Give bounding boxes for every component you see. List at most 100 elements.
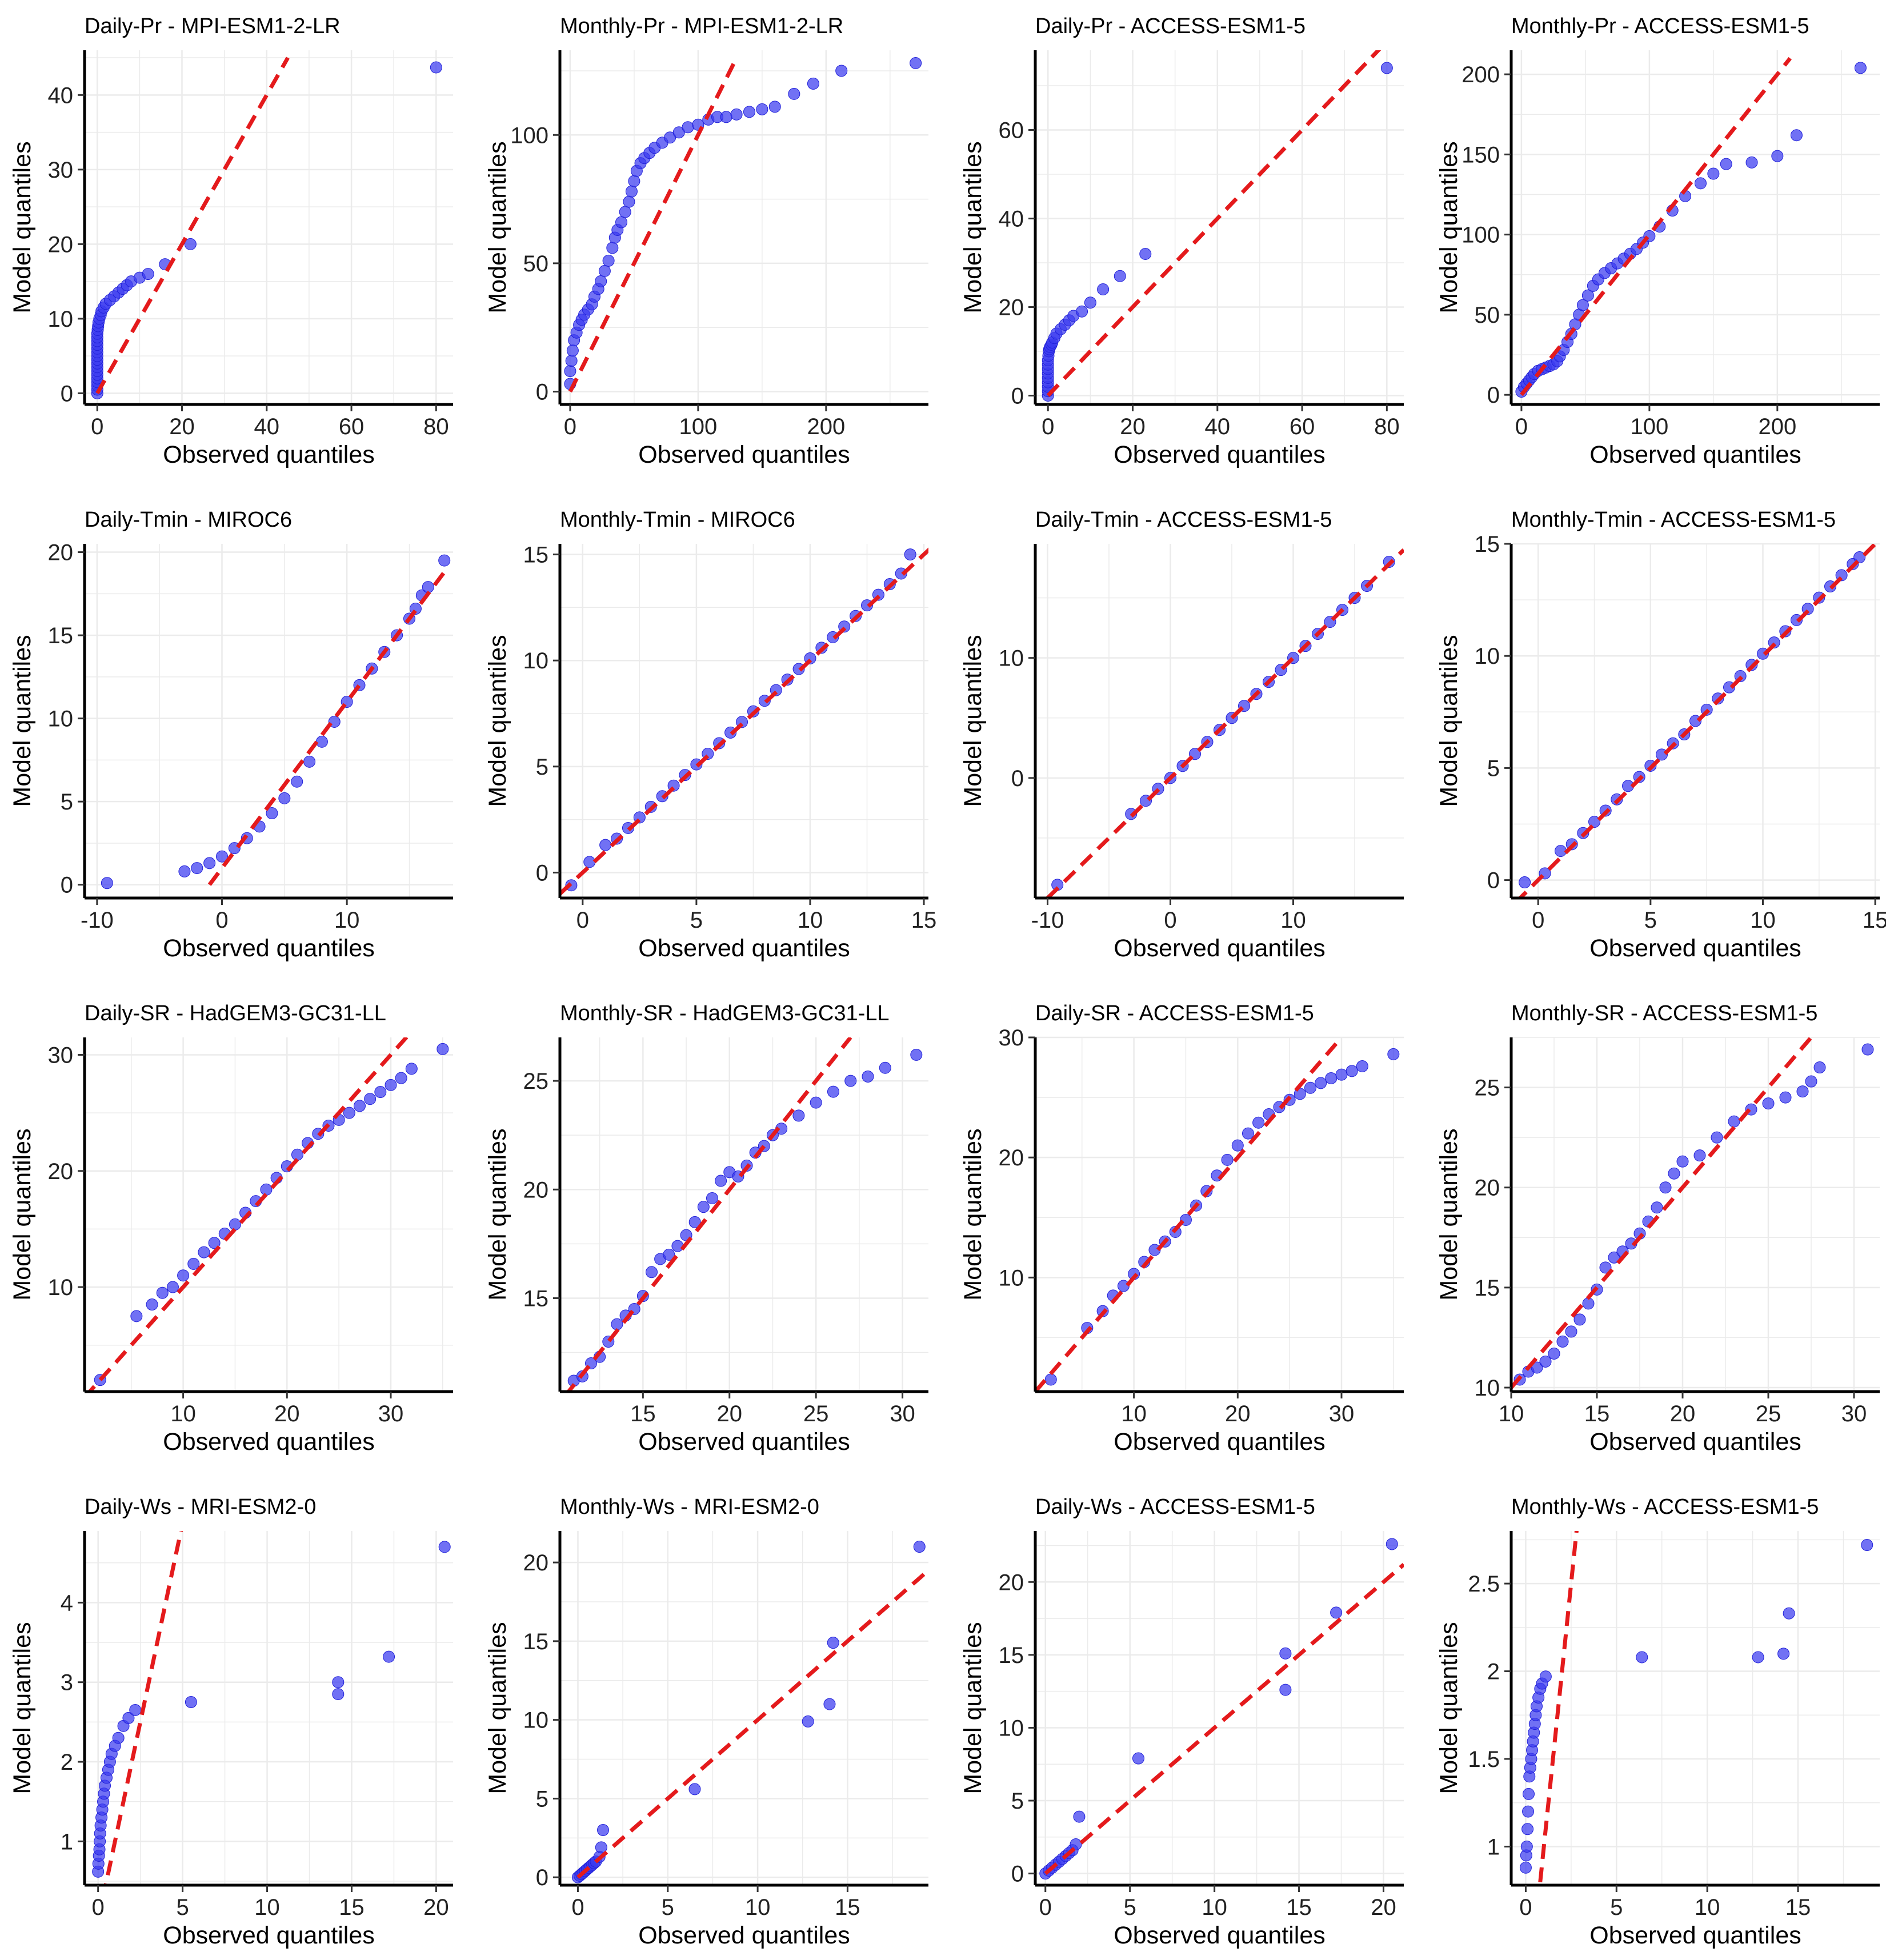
data-point <box>1676 1155 1689 1168</box>
gridlines <box>1511 543 1880 898</box>
y-tick-label: 5 <box>1487 756 1500 781</box>
data-point <box>438 554 451 567</box>
y-tick-label: 0 <box>536 860 548 885</box>
panel-title: Daily-Ws - ACCESS-ESM1-5 <box>1035 1495 1315 1519</box>
panel-title: Daily-SR - ACCESS-ESM1-5 <box>1035 1001 1314 1025</box>
data-point <box>743 106 755 118</box>
data-point <box>1854 62 1867 74</box>
data-point <box>1520 1840 1533 1853</box>
data-point <box>353 1100 366 1112</box>
panel-3: 0 20 40 60 80 0 20 40 60 Daily-Pr - ACCESS-ESM1-5… <box>959 14 1404 468</box>
panel-16: 0 5 10 15 1 1.5 2 2.5 Monthly-Ws - ACCESS-ESM1-5… <box>1435 1495 1880 1949</box>
x-tick-label: 20 <box>1371 1895 1396 1920</box>
data-point <box>266 807 278 820</box>
y-tick-label: 10 <box>48 1275 74 1300</box>
data-point <box>1521 1823 1534 1835</box>
panel-2: 0 100 200 0 50 100 Monthly-Pr - MPI-ESM1-2-LR O… <box>484 14 928 468</box>
data-point <box>1356 1060 1368 1072</box>
x-tick-label: 10 <box>1121 1401 1147 1426</box>
x-tick-label: 30 <box>378 1401 404 1426</box>
panel-title: Daily-Pr - ACCESS-ESM1-5 <box>1035 14 1306 38</box>
data-points <box>1039 1538 1398 1880</box>
x-tick-label: 20 <box>169 414 195 439</box>
x-tick-label: 40 <box>254 414 280 439</box>
y-axis-label: Model quantiles <box>959 1622 987 1794</box>
x-tick-label: 20 <box>1120 414 1146 439</box>
y-tick-label: 20 <box>523 1177 549 1203</box>
panel-title: Daily-Tmin - MIROC6 <box>85 508 292 532</box>
x-axis-label: Observed quantiles <box>638 1428 850 1456</box>
data-point <box>430 61 442 74</box>
data-point <box>566 344 579 357</box>
data-point <box>208 1237 221 1249</box>
x-tick-label: 0 <box>92 1895 105 1920</box>
data-point <box>1539 1355 1552 1368</box>
y-tick-label: 10 <box>999 1265 1024 1290</box>
data-point <box>623 195 635 208</box>
reference-line <box>1044 1563 1404 1875</box>
panel-title: Monthly-Ws - MRI-ESM2-0 <box>560 1495 819 1519</box>
data-point <box>602 254 615 267</box>
data-point <box>1813 1061 1826 1074</box>
panel-title: Daily-Pr - MPI-ESM1-2-LR <box>85 14 341 38</box>
data-point <box>598 264 611 277</box>
gridlines <box>1035 544 1404 898</box>
y-tick-label: 10 <box>1475 644 1500 669</box>
x-tick-label: 10 <box>1750 908 1776 933</box>
y-axis-label: Model quantiles <box>1435 635 1463 807</box>
y-axis-label: Model quantiles <box>9 1622 36 1794</box>
y-tick-label: 20 <box>999 295 1024 320</box>
data-point <box>663 1248 675 1261</box>
y-tick-label: 10 <box>48 707 74 732</box>
panel-5: -10 0 10 0 5 10 15 20 Daily-Tmin - MIROC6 Observe… <box>9 508 453 962</box>
x-tick-label: 25 <box>1756 1401 1781 1426</box>
x-tick-label: 0 <box>1042 414 1054 439</box>
data-point <box>597 1824 610 1837</box>
data-point <box>807 77 819 90</box>
reference-line <box>103 1531 183 1885</box>
data-point <box>1565 1325 1577 1338</box>
data-point <box>1796 1085 1809 1098</box>
data-points <box>1519 1539 1873 1874</box>
x-tick-label: 30 <box>1841 1401 1867 1426</box>
data-point <box>802 1715 814 1727</box>
data-point <box>1668 1167 1680 1180</box>
data-point <box>879 1061 891 1074</box>
y-tick-label: 4 <box>61 1590 73 1616</box>
x-axis-label: Observed quantiles <box>1589 1922 1801 1949</box>
data-point <box>1304 1081 1316 1094</box>
y-tick-label: 25 <box>523 1069 549 1094</box>
x-axis-label: Observed quantiles <box>1589 1428 1801 1456</box>
y-axis-label: Model quantiles <box>959 141 987 313</box>
x-axis-label: Observed quantiles <box>1114 935 1326 962</box>
data-point <box>1548 1347 1560 1360</box>
data-point <box>1762 1097 1775 1110</box>
data-point <box>315 735 328 748</box>
y-axis-label: Model quantiles <box>1435 1622 1463 1794</box>
x-tick-label: 0 <box>1515 414 1528 439</box>
x-tick-label: 5 <box>1610 1895 1623 1920</box>
x-tick-label: 0 <box>564 414 576 439</box>
data-point <box>1861 1043 1874 1056</box>
data-points <box>92 1541 451 1878</box>
panel-title: Monthly-Pr - MPI-ESM1-2-LR <box>560 14 843 38</box>
x-tick-label: 0 <box>576 908 589 933</box>
y-tick-label: 100 <box>1461 223 1500 248</box>
data-point <box>383 1650 395 1663</box>
data-point <box>332 1688 345 1701</box>
panel-title: Daily-Ws - MRI-ESM2-0 <box>85 1495 316 1519</box>
y-tick-label: 20 <box>999 1570 1024 1595</box>
data-points <box>1519 551 1866 889</box>
y-tick-label: 0 <box>61 381 73 406</box>
reference-line <box>1046 50 1382 397</box>
y-tick-label: 0 <box>1487 868 1500 893</box>
reference-line <box>1035 1037 1343 1392</box>
data-point <box>672 126 685 139</box>
gridlines <box>85 1531 453 1885</box>
data-point <box>1084 296 1096 309</box>
x-tick-label: 30 <box>890 1401 915 1426</box>
gridlines <box>1035 1531 1404 1885</box>
reference-line <box>207 567 449 886</box>
data-point <box>185 1696 197 1709</box>
